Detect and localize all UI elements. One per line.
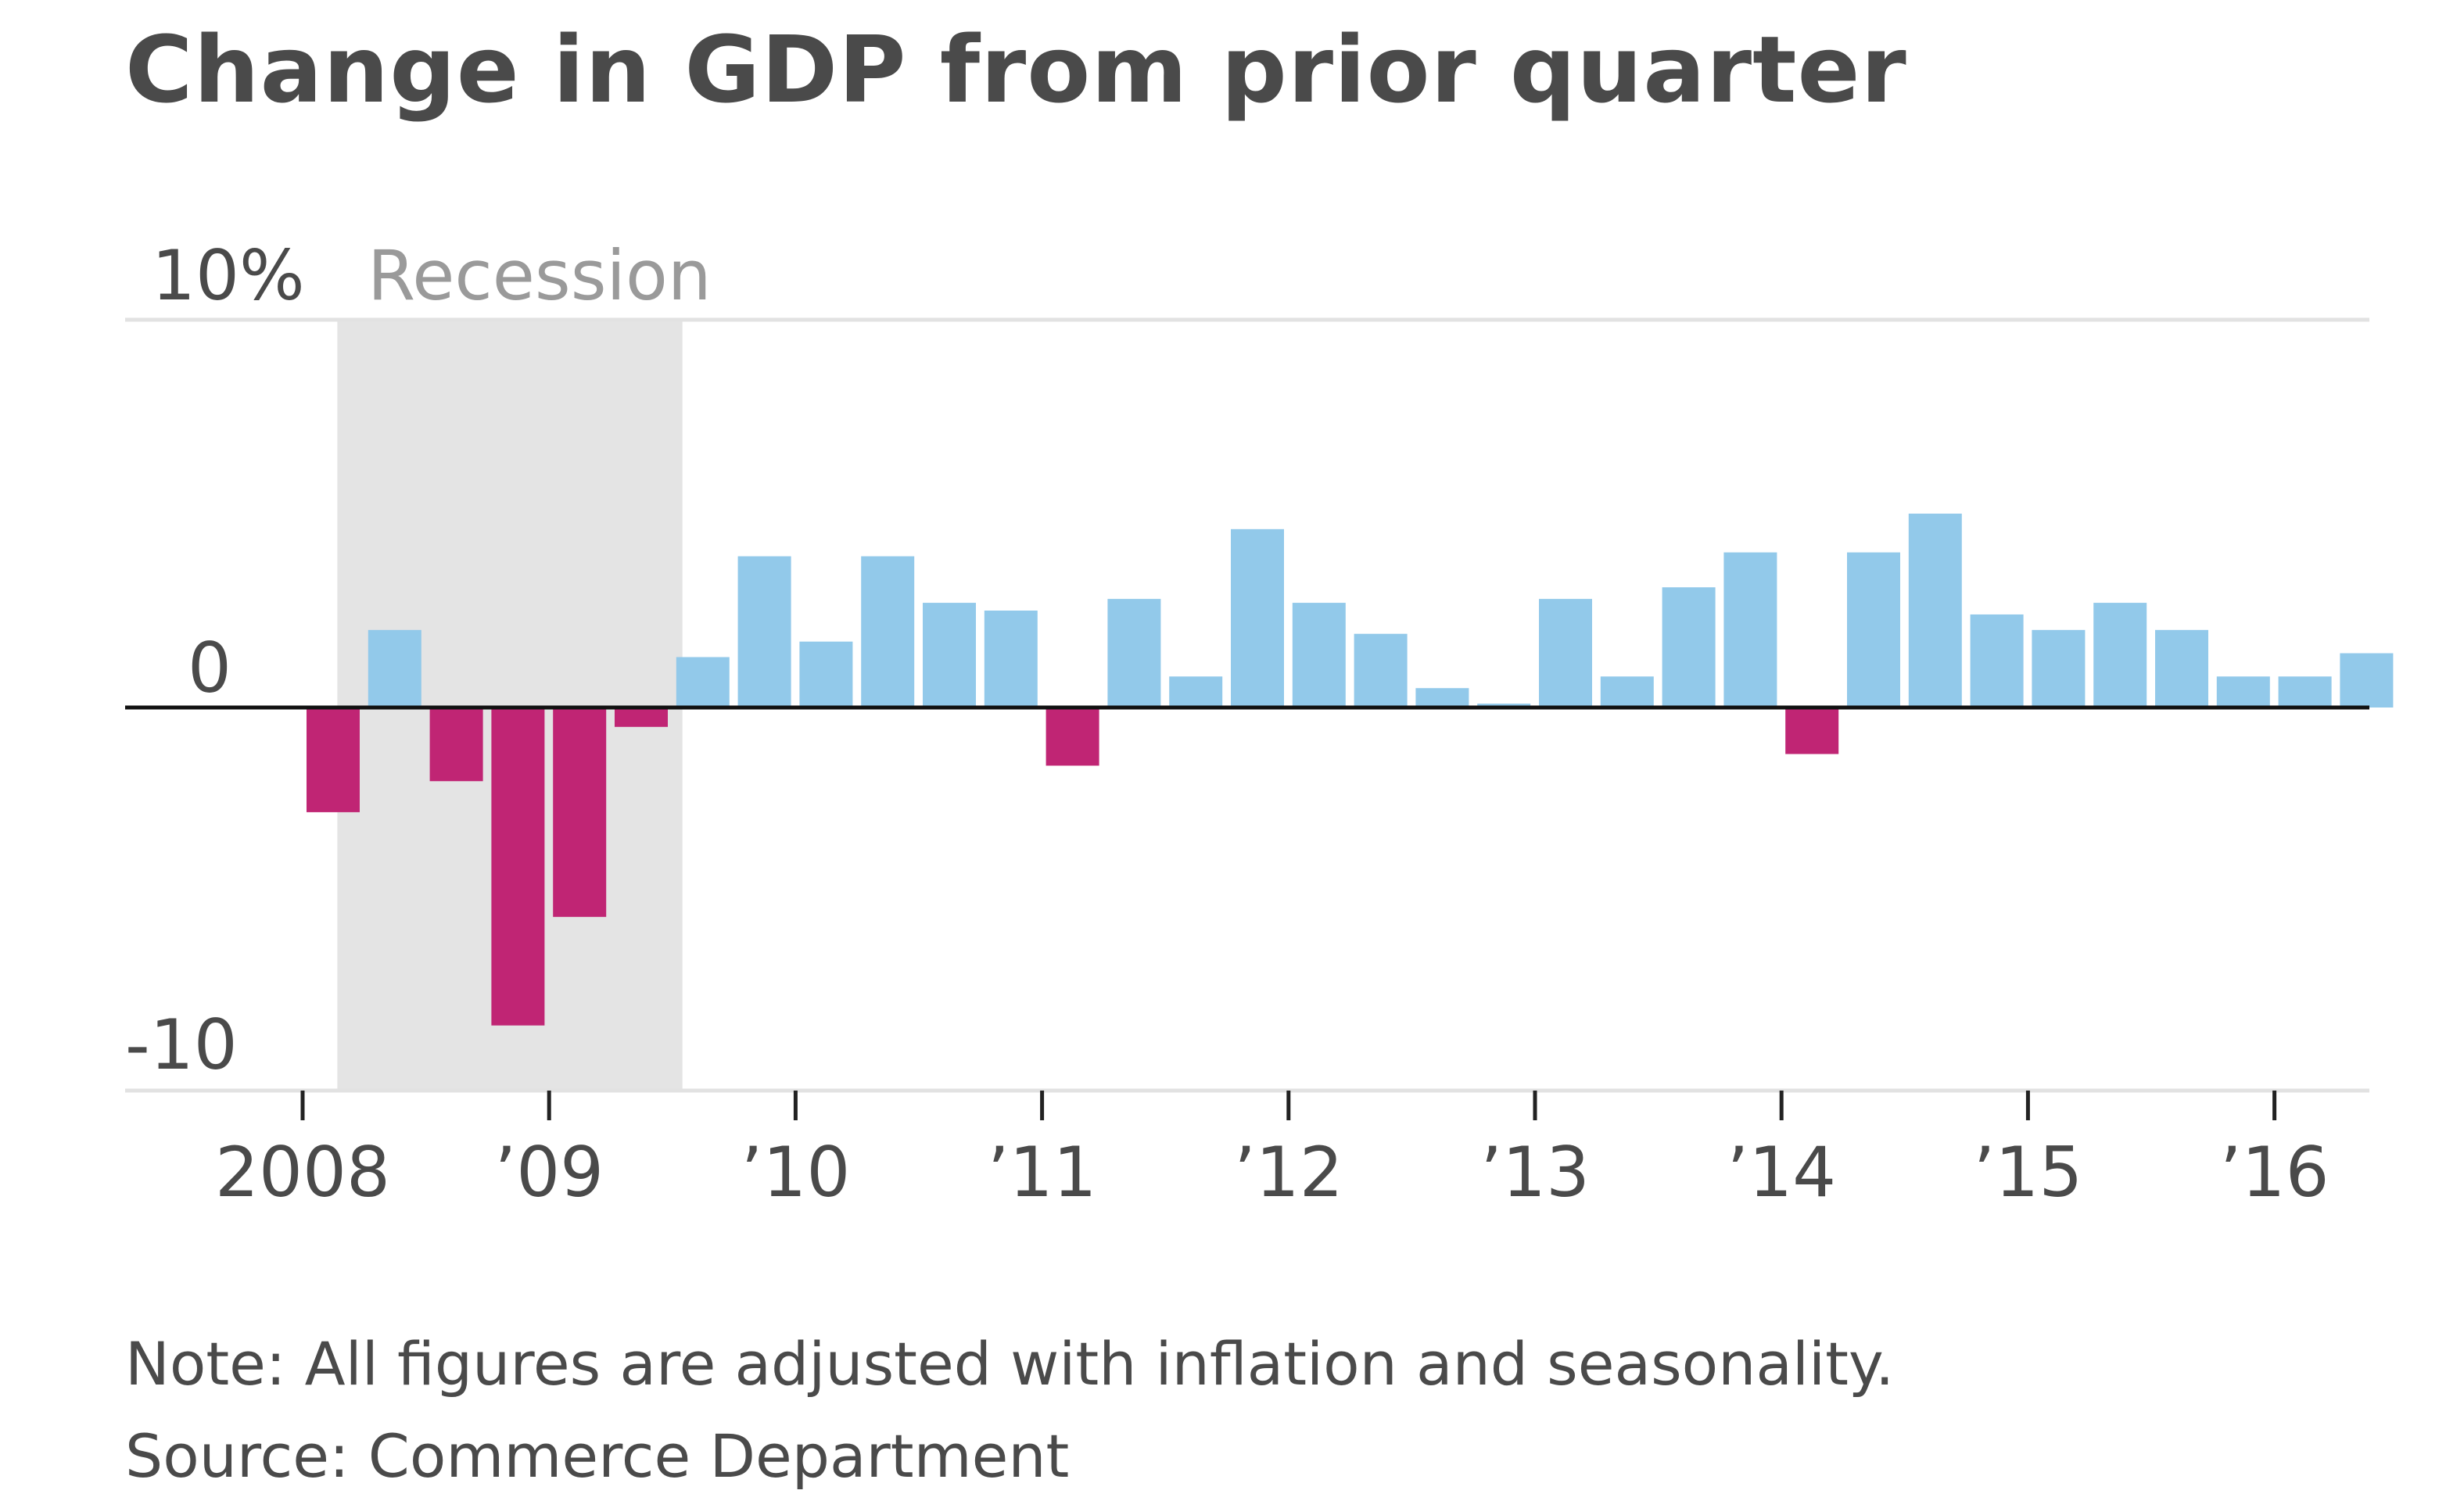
bar	[1970, 614, 2024, 708]
bar	[1415, 688, 1469, 708]
bar	[1723, 552, 1777, 708]
bar	[1354, 633, 1408, 708]
x-tick-label: ’16	[2220, 1132, 2330, 1213]
bar	[1908, 514, 1962, 708]
bar	[1292, 603, 1346, 708]
x-tick-label: ’10	[741, 1132, 850, 1213]
bar	[1785, 708, 1839, 754]
recession-label: Recession	[368, 235, 712, 316]
x-tick-label: ’14	[1727, 1132, 1836, 1213]
x-tick-label: ’12	[1234, 1132, 1343, 1213]
bar	[1169, 676, 1223, 708]
bar	[491, 708, 545, 1026]
bar	[1107, 599, 1161, 708]
y-tick-label: -10	[125, 1005, 238, 1085]
x-tick-label: ’11	[988, 1132, 1097, 1213]
bar	[923, 603, 976, 708]
chart-title: Change in GDP from prior quarter	[125, 16, 1907, 124]
bar	[2032, 629, 2086, 708]
bar	[368, 629, 421, 708]
bar	[1231, 528, 1284, 708]
bar	[737, 556, 791, 708]
bar	[676, 657, 730, 708]
bar	[307, 708, 360, 812]
bar	[984, 611, 1038, 708]
bar	[799, 641, 853, 708]
bar	[2278, 676, 2332, 708]
y-tick-label: 0	[188, 628, 231, 708]
chart-note: Note: All figures are adjusted with infl…	[125, 1329, 1895, 1399]
x-tick-label: ’09	[494, 1132, 604, 1213]
bar	[615, 708, 668, 727]
bar	[429, 708, 483, 782]
bar	[2216, 676, 2270, 708]
chart-source: Source: Commerce Department	[125, 1421, 1070, 1491]
bar	[1600, 676, 1654, 708]
bar	[1045, 708, 1099, 766]
x-tick-label: 2008	[215, 1132, 390, 1213]
bar	[553, 708, 607, 917]
y-tick-label: 10%	[152, 235, 305, 316]
x-tick-label: ’15	[1973, 1132, 2082, 1213]
bar	[2093, 603, 2147, 708]
bar	[1847, 552, 1900, 708]
bar	[861, 556, 915, 708]
bar	[2155, 629, 2208, 708]
bar	[2340, 653, 2394, 708]
x-tick-label: ’13	[1480, 1132, 1590, 1213]
bar	[1662, 587, 1716, 708]
bar	[1539, 599, 1592, 708]
